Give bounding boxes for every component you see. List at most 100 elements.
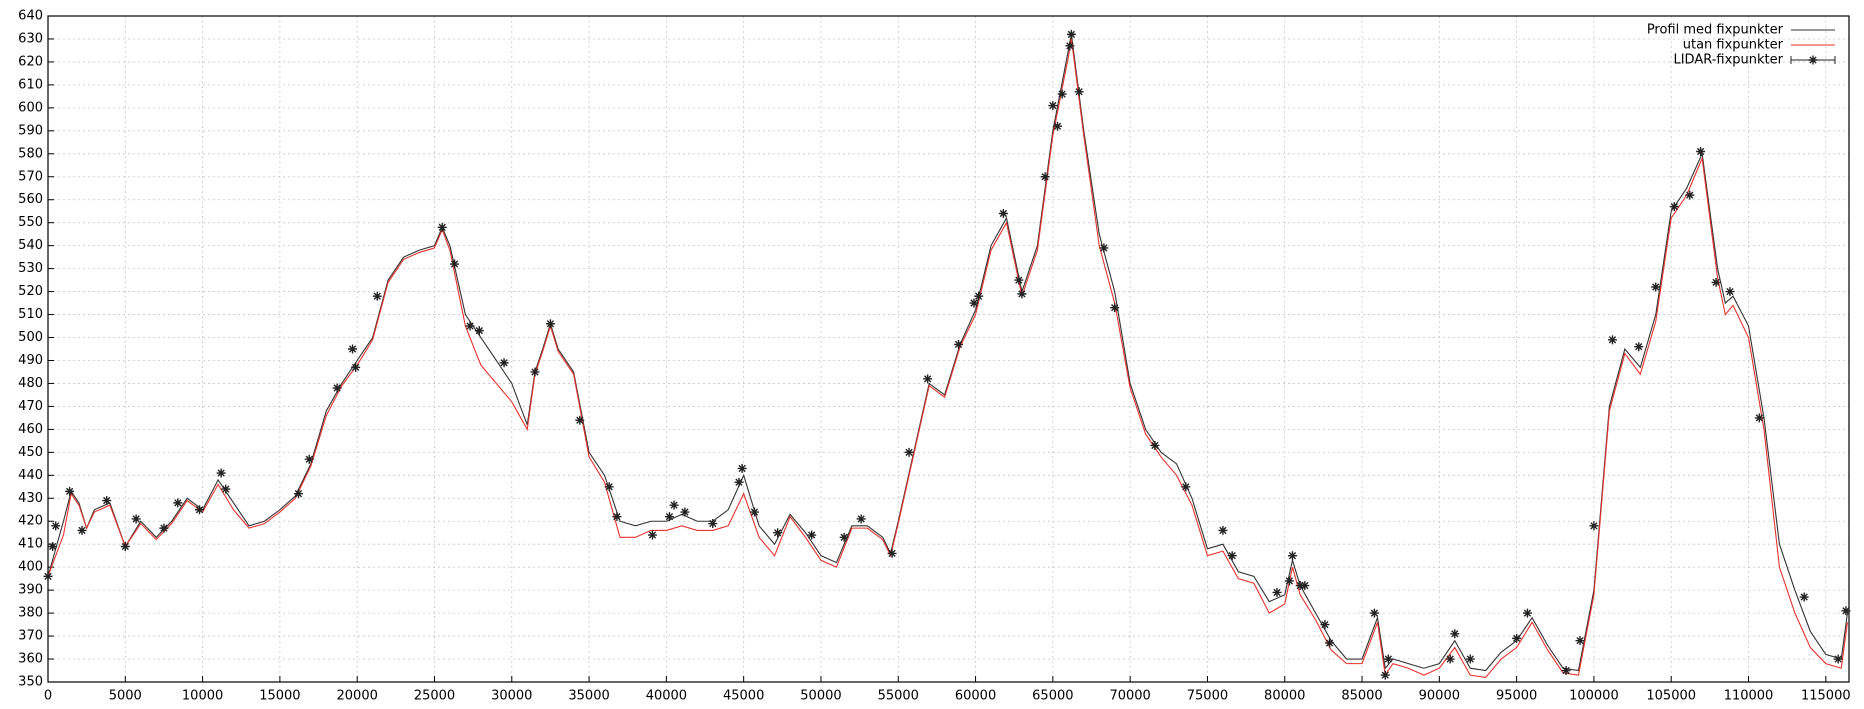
lidar-point [575, 415, 585, 425]
y-tick-label: 380 [18, 606, 43, 621]
y-tick-label: 530 [18, 261, 43, 276]
lidar-point [1320, 620, 1330, 630]
y-tick-label: 480 [18, 376, 43, 391]
lidar-point [807, 530, 817, 540]
lidar-point [1575, 636, 1585, 646]
y-tick-label: 620 [18, 54, 43, 69]
lidar-point [1057, 89, 1067, 99]
lidar-point [1589, 521, 1599, 531]
lidar-point [1561, 666, 1571, 676]
x-tick-label: 90000 [1419, 689, 1460, 704]
y-tick-label: 550 [18, 215, 43, 230]
lidar-point [1512, 633, 1522, 643]
lidar-point [612, 512, 622, 522]
y-tick-label: 370 [18, 629, 43, 644]
y-tick-label: 450 [18, 445, 43, 460]
lidar-point [1065, 41, 1075, 51]
lidar-point [773, 528, 783, 538]
lidar-point [749, 507, 759, 517]
lidar-point [1711, 277, 1721, 287]
lidar-point [1685, 190, 1695, 200]
lidar-point [65, 486, 75, 496]
lidar-point [1841, 606, 1851, 616]
lidar-point [734, 477, 744, 487]
lidar-point [1669, 202, 1679, 212]
lidar-point [351, 362, 361, 372]
y-tick-label: 430 [18, 491, 43, 506]
lidar-point [1048, 101, 1058, 111]
lidar-point [1040, 172, 1050, 182]
y-tick-label: 490 [18, 353, 43, 368]
y-tick-label: 350 [18, 675, 43, 690]
legend-swatch [1808, 55, 1818, 65]
lidar-point [465, 321, 475, 331]
y-tick-label: 360 [18, 652, 43, 667]
x-tick-label: 60000 [955, 689, 996, 704]
lidar-point [216, 468, 226, 478]
lidar-point [1052, 121, 1062, 131]
lidar-point [437, 222, 447, 232]
x-tick-label: 15000 [259, 689, 300, 704]
y-tick-label: 500 [18, 330, 43, 345]
legend-label: LIDAR-fixpunkter [1673, 53, 1783, 68]
profile-line [47, 38, 1848, 678]
x-tick-label: 75000 [1187, 689, 1228, 704]
lidar-point [48, 542, 58, 552]
x-tick-label: 95000 [1496, 689, 1537, 704]
x-tick-label: 25000 [414, 689, 455, 704]
x-tick-label: 70000 [1109, 689, 1150, 704]
x-tick-label: 85000 [1341, 689, 1382, 704]
x-tick-label: 80000 [1264, 689, 1305, 704]
lidar-point [904, 447, 914, 457]
lidar-point [1099, 243, 1109, 253]
lidar-point [1634, 342, 1644, 352]
lidar-point [974, 291, 984, 301]
lidar-point [102, 496, 112, 506]
y-tick-label: 560 [18, 192, 43, 207]
x-tick-label: 5000 [109, 689, 142, 704]
legend-label: utan fixpunkter [1683, 38, 1784, 53]
x-tick-label: 55000 [878, 689, 919, 704]
lidar-point [1833, 654, 1843, 664]
lidar-point [51, 521, 61, 531]
lidar-point [1295, 581, 1305, 591]
y-tick-label: 470 [18, 399, 43, 414]
y-tick-label: 630 [18, 31, 43, 46]
y-tick-label: 520 [18, 284, 43, 299]
y-tick-label: 510 [18, 307, 43, 322]
lidar-point [1300, 581, 1310, 591]
lidar-point [499, 358, 509, 368]
lidar-point [221, 484, 231, 494]
lidar-point [998, 209, 1008, 219]
x-tick-label: 0 [44, 689, 52, 704]
lidar-point [474, 326, 484, 336]
x-tick-label: 10000 [182, 689, 223, 704]
lidar-point [1017, 289, 1027, 299]
lidar-point [680, 507, 690, 517]
lidar-point [1110, 303, 1120, 313]
lidar-point [530, 367, 540, 377]
lidar-point [1150, 440, 1160, 450]
lidar-point [1014, 275, 1024, 285]
lidar-point [293, 489, 303, 499]
lidar-point [604, 482, 614, 492]
y-tick-label: 410 [18, 537, 43, 552]
lidar-point [887, 548, 897, 558]
lidar-point [1325, 638, 1335, 648]
lidar-point [923, 374, 933, 384]
lidar-point [545, 319, 555, 329]
lidar-point [1272, 587, 1282, 597]
lidar-point [954, 339, 964, 349]
lidar-point [304, 454, 314, 464]
lidar-point [664, 512, 674, 522]
x-tick-label: 45000 [723, 689, 764, 704]
lidar-point [737, 463, 747, 473]
lidar-point [43, 571, 53, 581]
lidar-point [1284, 576, 1294, 586]
lidar-point [1287, 551, 1297, 561]
lidar-point [120, 542, 130, 552]
plot-frame [47, 15, 1850, 683]
lidar-point [647, 530, 657, 540]
lidar-point [1218, 525, 1228, 535]
